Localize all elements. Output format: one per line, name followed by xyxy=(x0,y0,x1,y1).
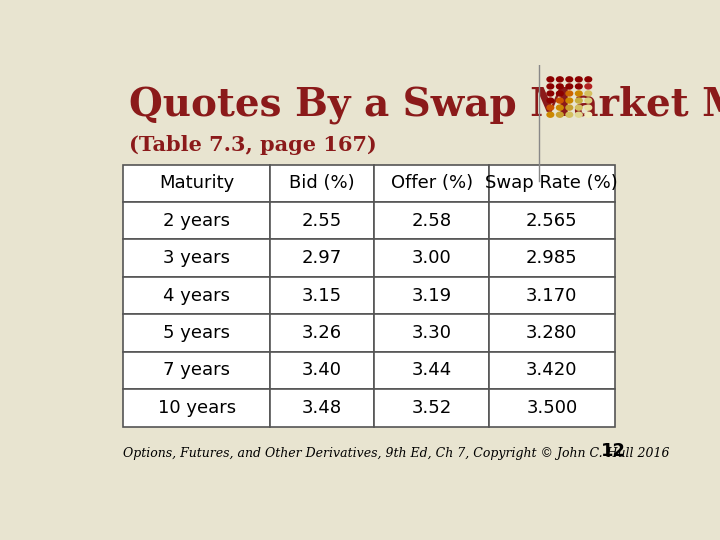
Circle shape xyxy=(557,98,563,103)
Text: 3.170: 3.170 xyxy=(526,287,577,305)
Bar xyxy=(489,314,614,352)
Bar xyxy=(374,277,489,314)
Bar xyxy=(270,277,374,314)
Text: 3.40: 3.40 xyxy=(302,361,342,380)
Circle shape xyxy=(575,105,582,110)
Bar xyxy=(489,202,614,239)
Bar xyxy=(489,239,614,277)
Circle shape xyxy=(585,98,592,103)
Bar xyxy=(270,352,374,389)
Text: 3.52: 3.52 xyxy=(412,399,452,417)
Text: 3.19: 3.19 xyxy=(412,287,451,305)
Bar xyxy=(374,202,489,239)
Circle shape xyxy=(547,112,554,117)
Text: 10 years: 10 years xyxy=(158,399,235,417)
Bar xyxy=(489,352,614,389)
Text: Bid (%): Bid (%) xyxy=(289,174,355,192)
Circle shape xyxy=(575,77,582,82)
Text: 3.26: 3.26 xyxy=(302,324,342,342)
Bar xyxy=(270,165,374,202)
Text: Quotes By a Swap Market Maker: Quotes By a Swap Market Maker xyxy=(129,85,720,124)
Circle shape xyxy=(585,105,592,110)
Text: 3.500: 3.500 xyxy=(526,399,577,417)
Text: Options, Futures, and Other Derivatives, 9th Ed, Ch 7, Copyright © John C. Hull : Options, Futures, and Other Derivatives,… xyxy=(124,447,670,460)
Circle shape xyxy=(566,77,572,82)
Bar xyxy=(374,165,489,202)
Text: Maturity: Maturity xyxy=(159,174,234,192)
Circle shape xyxy=(557,105,563,110)
Circle shape xyxy=(585,84,592,89)
Text: 2.97: 2.97 xyxy=(302,249,342,267)
Circle shape xyxy=(557,112,563,117)
Circle shape xyxy=(547,91,554,96)
Bar xyxy=(489,277,614,314)
Text: 3 years: 3 years xyxy=(163,249,230,267)
Text: 3.00: 3.00 xyxy=(412,249,451,267)
Bar xyxy=(374,239,489,277)
Bar xyxy=(270,239,374,277)
Circle shape xyxy=(557,84,563,89)
Bar xyxy=(270,389,374,427)
Circle shape xyxy=(566,112,572,117)
Bar xyxy=(124,165,270,202)
Bar xyxy=(270,314,374,352)
Text: 7 years: 7 years xyxy=(163,361,230,380)
Text: 4 years: 4 years xyxy=(163,287,230,305)
Bar xyxy=(124,389,270,427)
Circle shape xyxy=(547,105,554,110)
Text: 2.58: 2.58 xyxy=(412,212,451,230)
Text: Swap Rate (%): Swap Rate (%) xyxy=(485,174,618,192)
Text: 3.48: 3.48 xyxy=(302,399,342,417)
Text: (Table 7.3, page 167): (Table 7.3, page 167) xyxy=(129,136,377,156)
Text: 2 years: 2 years xyxy=(163,212,230,230)
Circle shape xyxy=(575,84,582,89)
Bar xyxy=(124,352,270,389)
Text: 2.55: 2.55 xyxy=(302,212,342,230)
Text: Offer (%): Offer (%) xyxy=(391,174,473,192)
Bar xyxy=(124,202,270,239)
Circle shape xyxy=(566,105,572,110)
Text: 3.44: 3.44 xyxy=(412,361,452,380)
Circle shape xyxy=(547,98,554,103)
Circle shape xyxy=(557,91,563,96)
Bar xyxy=(124,277,270,314)
Bar xyxy=(489,389,614,427)
Circle shape xyxy=(566,84,572,89)
Text: 12: 12 xyxy=(600,442,626,460)
Text: 2.565: 2.565 xyxy=(526,212,577,230)
Circle shape xyxy=(585,112,592,117)
Circle shape xyxy=(585,77,592,82)
Bar xyxy=(489,165,614,202)
Bar xyxy=(124,239,270,277)
Bar xyxy=(374,314,489,352)
Text: 3.420: 3.420 xyxy=(526,361,577,380)
Text: 3.280: 3.280 xyxy=(526,324,577,342)
Bar xyxy=(124,314,270,352)
Bar xyxy=(374,352,489,389)
Bar xyxy=(270,202,374,239)
Circle shape xyxy=(566,98,572,103)
Circle shape xyxy=(575,98,582,103)
Circle shape xyxy=(585,91,592,96)
Text: 3.15: 3.15 xyxy=(302,287,342,305)
Circle shape xyxy=(575,112,582,117)
Circle shape xyxy=(547,77,554,82)
Text: 5 years: 5 years xyxy=(163,324,230,342)
Text: 3.30: 3.30 xyxy=(412,324,451,342)
Circle shape xyxy=(575,91,582,96)
Circle shape xyxy=(547,84,554,89)
Bar xyxy=(374,389,489,427)
Circle shape xyxy=(557,77,563,82)
Text: 2.985: 2.985 xyxy=(526,249,577,267)
Circle shape xyxy=(566,91,572,96)
